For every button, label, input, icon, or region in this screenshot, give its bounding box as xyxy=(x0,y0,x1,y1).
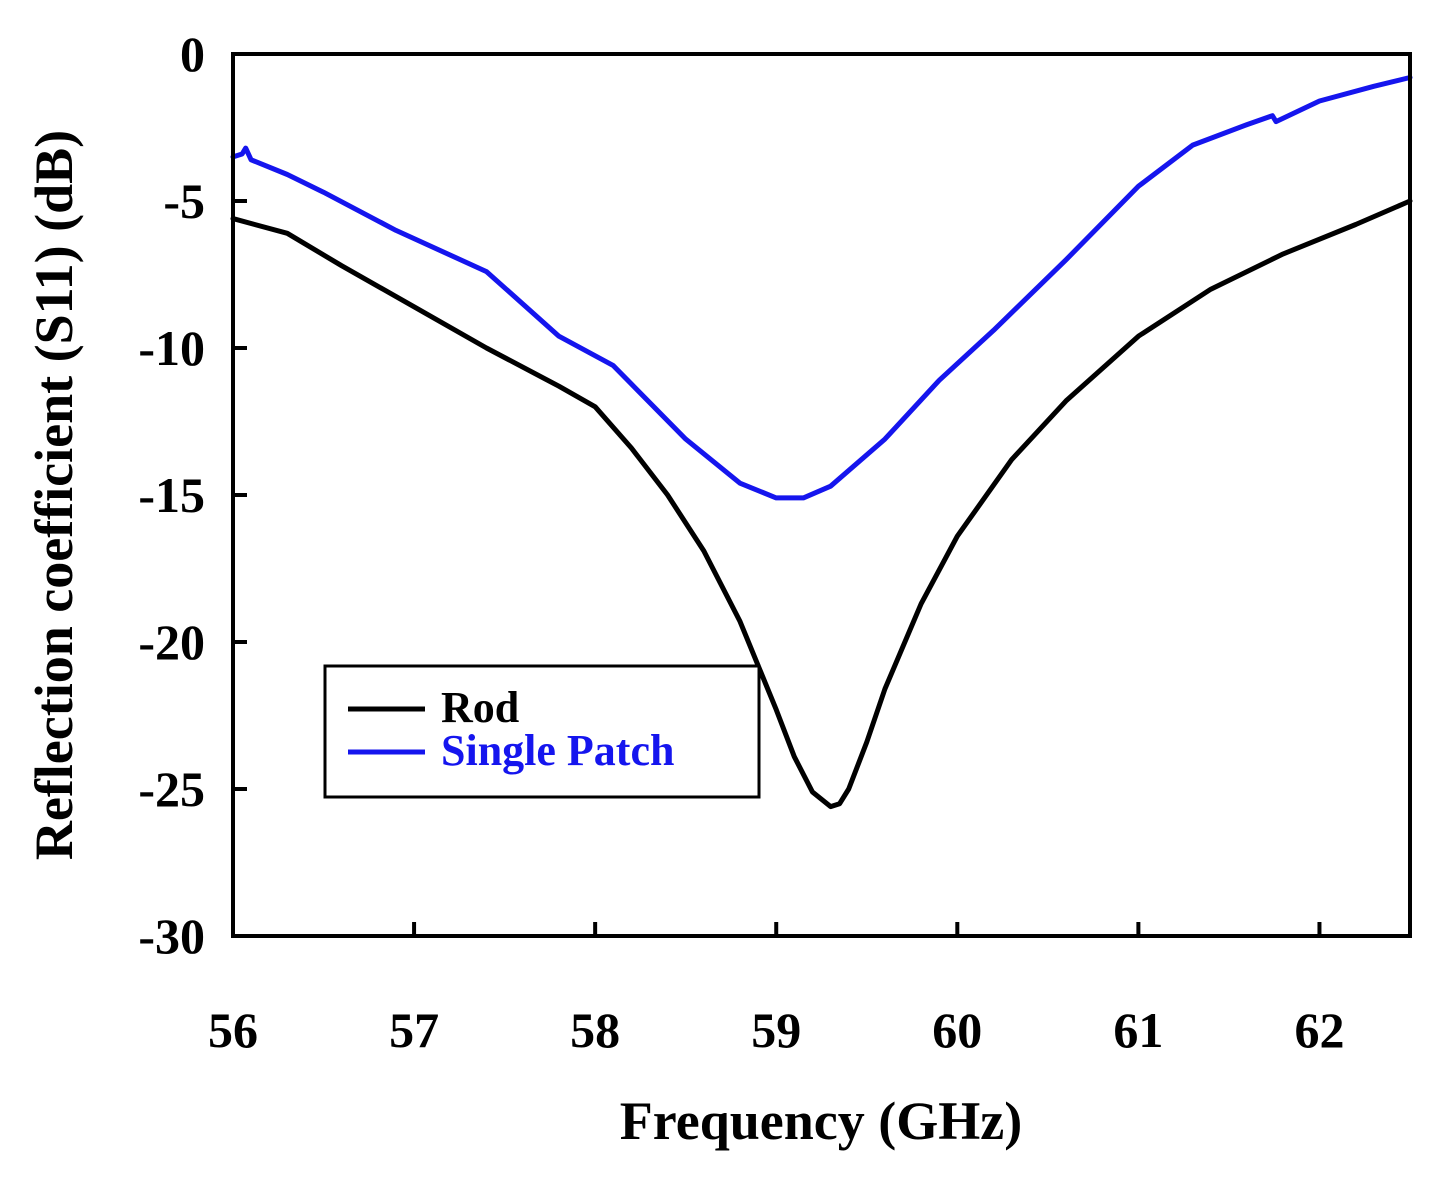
y-tick-label: -30 xyxy=(138,908,205,964)
series-lines xyxy=(230,75,1413,810)
x-tick-label: 62 xyxy=(1294,1002,1344,1058)
series-line-rod xyxy=(230,198,1413,810)
x-axis-title: Frequency (GHz) xyxy=(620,1091,1022,1151)
series-line-single-patch xyxy=(230,75,1413,501)
y-tick-label: 0 xyxy=(180,26,205,82)
x-tick-label: 56 xyxy=(208,1002,258,1058)
x-tick-label: 60 xyxy=(932,1002,982,1058)
y-tick-label: -25 xyxy=(138,761,205,817)
y-tick-label: -10 xyxy=(138,320,205,376)
axis-tick-labels: 56 57 58 59 60 61 62 0 -5 -10 -15 -20 -25 -30 xyxy=(138,26,1344,1058)
axis-ticks xyxy=(231,52,1322,938)
legend: Rod Single Patch xyxy=(323,664,761,799)
legend-label-single-patch: Single Patch xyxy=(441,726,674,775)
x-tick-label: 59 xyxy=(751,1002,801,1058)
x-tick-label: 61 xyxy=(1113,1002,1163,1058)
legend-box xyxy=(323,664,761,799)
legend-label-rod: Rod xyxy=(441,683,519,732)
plot-frame xyxy=(231,52,1412,938)
y-axis-title: Reflection coefficient (S11) (dB) xyxy=(24,130,84,860)
x-tick-label: 58 xyxy=(570,1002,620,1058)
y-tick-label: -20 xyxy=(138,614,205,670)
y-tick-label: -5 xyxy=(163,173,205,229)
x-tick-label: 57 xyxy=(389,1002,439,1058)
y-tick-label: -15 xyxy=(138,467,205,523)
